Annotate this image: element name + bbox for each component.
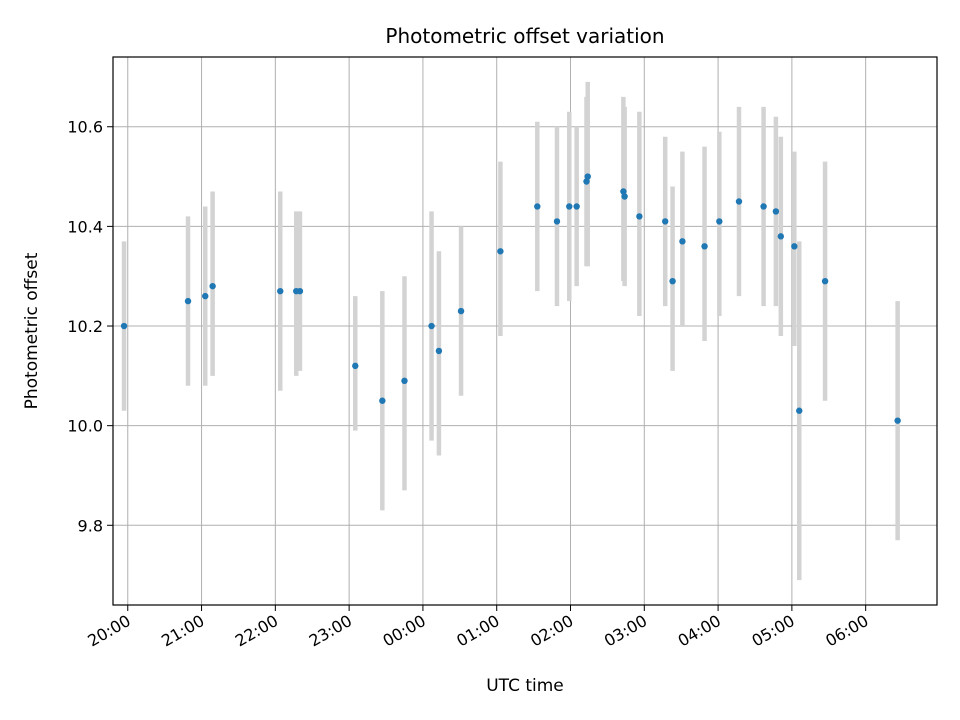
data-point — [277, 287, 284, 295]
data-point — [636, 213, 643, 220]
data-point — [209, 282, 216, 290]
data-point — [796, 407, 803, 414]
data-point — [735, 198, 743, 205]
data-point — [669, 277, 676, 285]
data-points — [120, 173, 901, 424]
y-tick-label: 10.4 — [67, 217, 103, 236]
plot-area-frame — [112, 56, 938, 606]
y-axis-label: Photometric offset — [22, 252, 42, 409]
data-point — [553, 218, 561, 225]
y-tick-label: 10.2 — [67, 317, 103, 336]
data-point — [701, 243, 708, 250]
data-point — [534, 203, 541, 210]
data-point — [566, 203, 573, 210]
data-point — [777, 233, 785, 240]
y-tick-label: 10.0 — [67, 417, 103, 436]
data-point — [821, 277, 829, 285]
data-point — [620, 188, 627, 195]
data-point — [352, 362, 359, 370]
y-axis: 9.8 10.0 10.2 10.4 10.6 — [67, 118, 113, 535]
data-point — [760, 203, 767, 210]
data-point — [662, 218, 669, 225]
y-tick-label: 10.6 — [67, 118, 103, 137]
data-point — [379, 397, 386, 404]
data-point — [583, 178, 590, 185]
data-point — [621, 193, 628, 200]
chart-title: Photometric offset variation — [385, 24, 664, 48]
data-point — [428, 322, 435, 330]
data-point — [120, 322, 128, 330]
data-point — [716, 218, 723, 225]
data-point — [791, 243, 798, 250]
y-tick-label: 9.8 — [78, 516, 103, 535]
x-axis-label: UTC time — [486, 676, 564, 696]
data-point — [679, 238, 686, 245]
data-point — [184, 297, 192, 305]
data-point — [296, 287, 304, 295]
data-point — [202, 292, 209, 300]
data-point — [584, 173, 591, 180]
data-point — [573, 203, 580, 210]
data-point — [894, 417, 901, 424]
data-point — [772, 208, 780, 215]
data-point — [457, 307, 465, 315]
data-point — [497, 248, 504, 255]
data-point — [401, 377, 408, 385]
data-point — [435, 347, 443, 355]
